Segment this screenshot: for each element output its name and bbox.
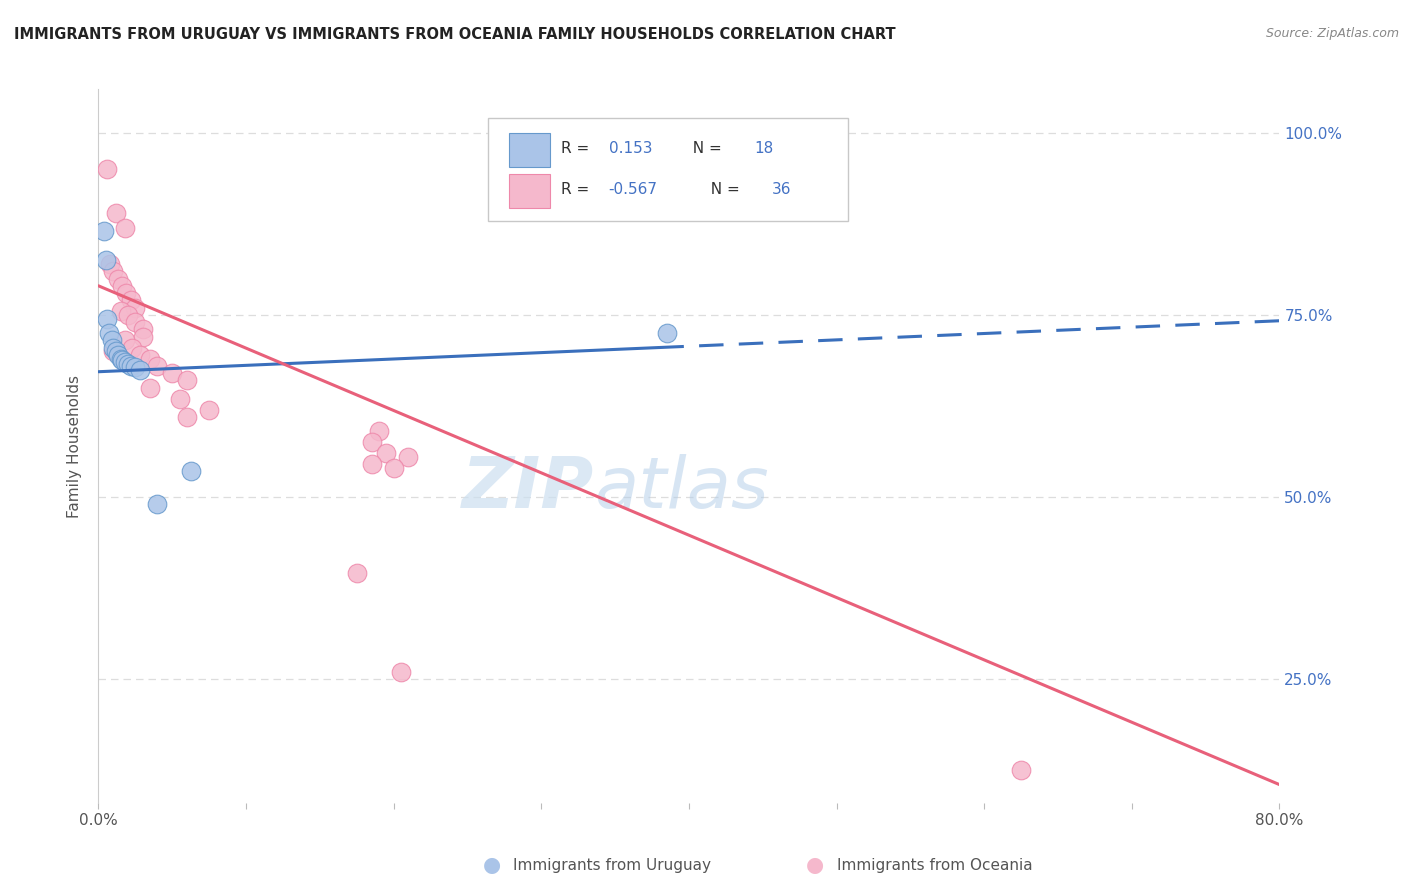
Text: ZIP: ZIP: [463, 454, 595, 524]
Text: Immigrants from Uruguay: Immigrants from Uruguay: [513, 858, 711, 872]
Text: atlas: atlas: [595, 454, 769, 524]
Point: [124, 301, 146, 315]
Point: [96, 311, 118, 326]
Point: [117, 358, 139, 372]
Point: [103, 264, 125, 278]
Text: 18: 18: [754, 141, 773, 156]
Point: [389, 665, 412, 679]
Point: [114, 220, 136, 235]
Point: [114, 334, 136, 348]
Point: [198, 402, 221, 417]
Point: [169, 392, 191, 406]
Point: [139, 351, 162, 366]
Point: [107, 348, 129, 362]
Text: Immigrants from Oceania: Immigrants from Oceania: [837, 858, 1032, 872]
Point: [368, 425, 391, 439]
Point: [360, 435, 382, 450]
Point: [128, 362, 150, 376]
Text: N =: N =: [683, 141, 727, 156]
Point: [111, 278, 134, 293]
Text: R =: R =: [561, 141, 595, 156]
Text: N =: N =: [700, 182, 744, 196]
Point: [97, 326, 120, 340]
Text: R =: R =: [561, 182, 595, 196]
Y-axis label: Family Households: Family Households: [67, 375, 83, 517]
Point: [103, 344, 125, 359]
Point: [398, 450, 420, 464]
Point: [1010, 763, 1032, 777]
Point: [176, 409, 198, 424]
Text: IMMIGRANTS FROM URUGUAY VS IMMIGRANTS FROM OCEANIA FAMILY HOUSEHOLDS CORRELATION: IMMIGRANTS FROM URUGUAY VS IMMIGRANTS FR…: [14, 27, 896, 42]
Point: [105, 206, 128, 220]
Point: [176, 374, 198, 388]
Point: [132, 322, 155, 336]
Point: [110, 351, 132, 366]
Text: Source: ZipAtlas.com: Source: ZipAtlas.com: [1265, 27, 1399, 40]
Point: [162, 366, 183, 380]
Point: [110, 304, 132, 318]
Text: ●: ●: [807, 855, 824, 875]
Point: [107, 271, 129, 285]
Text: 36: 36: [772, 182, 792, 196]
Point: [94, 253, 117, 268]
Point: [120, 293, 142, 308]
Point: [100, 334, 122, 348]
Point: [115, 286, 138, 301]
Point: [93, 224, 115, 238]
Point: [180, 465, 202, 479]
Point: [375, 446, 398, 460]
Point: [346, 566, 368, 581]
Point: [124, 315, 146, 329]
Point: [146, 497, 169, 511]
Point: [96, 162, 118, 177]
Point: [146, 359, 169, 373]
Point: [128, 348, 150, 362]
FancyBboxPatch shape: [509, 174, 550, 208]
Point: [132, 330, 155, 344]
Point: [105, 344, 128, 359]
Point: [111, 353, 134, 368]
FancyBboxPatch shape: [509, 133, 550, 167]
Point: [120, 359, 142, 373]
Point: [117, 308, 139, 322]
Point: [382, 460, 405, 475]
Point: [98, 257, 121, 271]
FancyBboxPatch shape: [488, 118, 848, 221]
Text: ●: ●: [484, 855, 501, 875]
Text: 0.153: 0.153: [609, 141, 652, 156]
Point: [114, 355, 136, 369]
Point: [360, 457, 382, 471]
Point: [124, 360, 146, 375]
Point: [103, 341, 125, 355]
Point: [655, 326, 678, 340]
Text: -0.567: -0.567: [609, 182, 658, 196]
Point: [121, 341, 143, 355]
Point: [139, 381, 162, 395]
